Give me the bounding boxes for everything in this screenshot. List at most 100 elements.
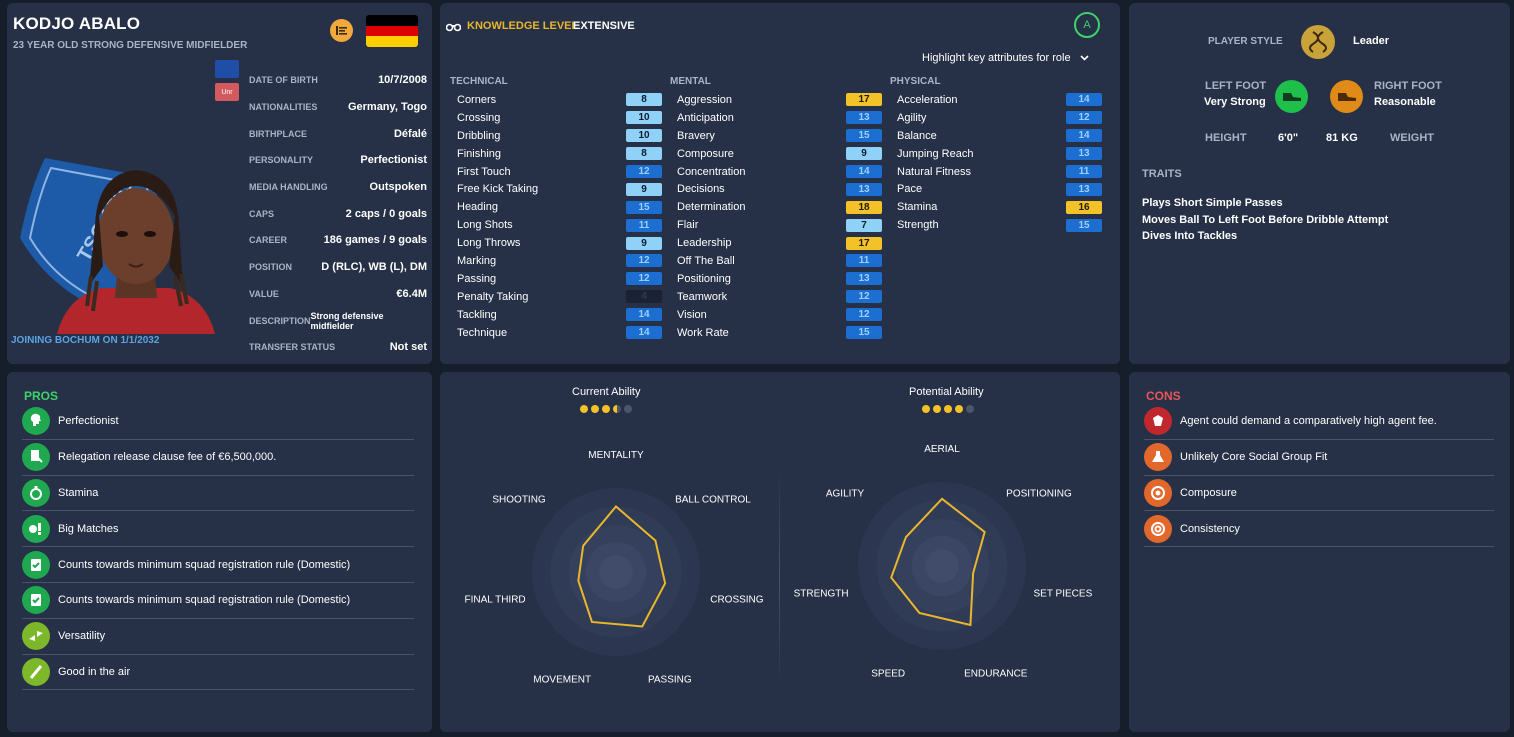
attribute-row[interactable]: Long Throws 9 [450,234,662,252]
attribute-row[interactable]: Flair 7 [670,216,882,234]
attribute-row[interactable]: Composure 9 [670,145,882,163]
attribute-row[interactable]: Agility 12 [890,109,1102,127]
attribute-name: Flair [677,219,699,232]
attribute-row[interactable]: Marking 12 [450,252,662,270]
dna-icon[interactable] [1301,25,1335,59]
star-icon [624,405,632,413]
attribute-row[interactable]: Dribbling 10 [450,127,662,145]
bio-value[interactable]: Perfectionist [360,154,427,167]
attribute-row[interactable]: Natural Fitness 11 [890,163,1102,181]
attribute-value: 14 [1066,129,1102,143]
attribute-value: 10 [626,129,662,143]
bio-label: DATE OF BIRTH [249,75,318,86]
pros-list: Perfectionist Relegation release clause f… [22,404,414,691]
attribute-name: Concentration [677,165,746,178]
target-icon [1144,514,1172,543]
attribute-row[interactable]: Penalty Taking 4 [450,288,662,306]
attribute-row[interactable]: Leadership 17 [670,234,882,252]
attribute-row[interactable]: Bravery 15 [670,127,882,145]
bio-row: TRANSFER STATUS Not set [249,334,427,361]
radar-axis-label: SET PIECES [1034,588,1093,599]
radar-axis-label: SPEED [871,668,905,679]
attribute-row[interactable]: Corners 8 [450,91,662,109]
pros-item-text: Relegation release clause fee of €6,500,… [58,451,277,464]
attribute-row[interactable]: Stamina 16 [890,198,1102,216]
gauge-icon [1144,478,1172,507]
attribute-row[interactable]: Determination 18 [670,198,882,216]
attribute-row[interactable]: First Touch 12 [450,163,662,181]
attribute-value: 13 [846,111,882,125]
pros-item[interactable]: Relegation release clause fee of €6,500,… [22,440,414,476]
attribute-row[interactable]: Balance 14 [890,127,1102,145]
contract-icon [22,443,50,472]
attribute-row[interactable]: Aggression 17 [670,91,882,109]
bio-label: MEDIA HANDLING [249,182,328,193]
bio-label: BIRTHPLACE [249,128,307,139]
cons-item[interactable]: Composure [1144,476,1494,512]
nation-badge-icon [215,60,239,78]
attribute-row[interactable]: Teamwork 12 [670,288,882,306]
trait-item: Plays Short Simple Passes [1142,197,1283,209]
attribute-row[interactable]: Technique 14 [450,324,662,342]
attribute-row[interactable]: Long Shots 11 [450,216,662,234]
flag-stripe [366,15,418,26]
current-ability-stars [580,405,632,413]
attribute-value: 15 [626,200,662,214]
germany-flag-icon [366,15,418,47]
attribute-row[interactable]: Decisions 13 [670,180,882,198]
attribute-name: Stamina [897,201,938,214]
radar-axis-label: PASSING [648,674,692,685]
scout-grade-badge[interactable]: A [1074,12,1100,38]
attribute-row[interactable]: Tackling 14 [450,306,662,324]
attribute-row[interactable]: Finishing 8 [450,145,662,163]
pros-item[interactable]: Stamina [22,476,414,512]
bio-value: €6.4M [396,287,427,300]
attribute-name: Long Throws [457,237,521,250]
role-icon[interactable] [330,19,353,42]
attribute-row[interactable]: Vision 12 [670,306,882,324]
cons-item[interactable]: Unlikely Core Social Group Fit [1144,440,1494,476]
attribute-row[interactable]: Acceleration 14 [890,91,1102,109]
radar-chart-2: AERIAL POSITIONING SET PIECES ENDURANCE SPEE… [794,444,1093,679]
bio-row: DATE OF BIRTH 10/7/2008 [249,67,427,94]
pros-item[interactable]: Perfectionist [22,404,414,440]
attribute-row[interactable]: Anticipation 13 [670,109,882,127]
pros-item[interactable]: Good in the air [22,655,414,691]
bio-value[interactable]: D (RLC), WB (L), DM [321,261,427,274]
player-portrait [57,156,215,334]
attribute-column-title: TECHNICAL [450,76,508,87]
attribute-name: Pace [897,183,923,196]
bio-value: 186 games / 9 goals [323,234,427,247]
attribute-name: Strength [897,219,939,232]
attribute-row[interactable]: Strength 15 [890,216,1102,234]
highlight-role-dropdown[interactable]: Highlight key attributes for role [922,52,1089,64]
cons-item[interactable]: Agent could demand a comparatively high … [1144,404,1494,440]
attribute-name: Acceleration [897,93,958,106]
attribute-row[interactable]: Pace 13 [890,180,1102,198]
attribute-row[interactable]: Jumping Reach 13 [890,145,1102,163]
pros-item[interactable]: Big Matches [22,511,414,548]
pros-item[interactable]: Counts towards minimum squad registratio… [22,583,414,619]
attribute-row[interactable]: Work Rate 15 [670,324,882,342]
pros-item[interactable]: Counts towards minimum squad registratio… [22,547,414,583]
player-style-label: PLAYER STYLE [1208,36,1283,47]
attribute-row[interactable]: Off The Ball 11 [670,252,882,270]
attribute-name: Bravery [677,129,715,142]
attribute-row[interactable]: Crossing 10 [450,109,662,127]
attribute-row[interactable]: Concentration 14 [670,163,882,181]
binoculars-icon [445,20,462,35]
pros-item[interactable]: Versatility [22,619,414,655]
attribute-row[interactable]: Free Kick Taking 9 [450,180,662,198]
pros-item-text: Big Matches [58,522,119,535]
attribute-row[interactable]: Passing 12 [450,270,662,288]
attribute-row[interactable]: Positioning 13 [670,270,882,288]
cons-item[interactable]: Consistency [1144,511,1494,548]
bio-label: NATIONALITIES [249,102,318,113]
attribute-row[interactable]: Heading 15 [450,198,662,216]
pros-item-text: Perfectionist [58,415,119,428]
star-icon [933,405,941,413]
bio-value: 10/7/2008 [378,74,427,87]
trait-item: Moves Ball To Left Foot Before Dribble A… [1142,213,1389,226]
attribute-name: Free Kick Taking [457,183,539,196]
radar-axis-label: AERIAL [924,444,960,455]
